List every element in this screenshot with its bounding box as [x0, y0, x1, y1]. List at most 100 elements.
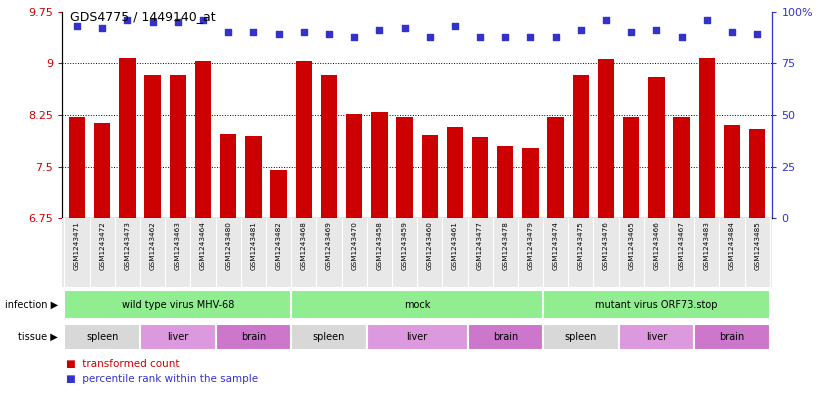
Text: GSM1243484: GSM1243484	[729, 222, 735, 270]
Text: GSM1243474: GSM1243474	[553, 222, 558, 270]
Bar	[64, 290, 292, 319]
Text: brain: brain	[240, 332, 266, 342]
Point	[574, 27, 587, 33]
Bar	[245, 136, 262, 218]
Bar	[292, 324, 367, 350]
Bar	[497, 146, 514, 218]
Point	[624, 29, 638, 36]
Point	[146, 19, 159, 25]
Bar	[220, 134, 236, 218]
Bar	[648, 77, 665, 218]
Bar	[522, 148, 539, 218]
Point	[247, 29, 260, 36]
Bar	[367, 324, 468, 350]
Bar	[543, 290, 770, 319]
Bar	[724, 125, 740, 218]
Point	[473, 33, 487, 40]
Text: mock: mock	[404, 299, 430, 310]
Bar	[447, 127, 463, 218]
Bar	[140, 324, 216, 350]
Text: GSM1243468: GSM1243468	[301, 222, 306, 270]
Point	[675, 33, 688, 40]
Text: mutant virus ORF73.stop: mutant virus ORF73.stop	[596, 299, 718, 310]
Bar	[270, 170, 287, 218]
Text: brain: brain	[492, 332, 518, 342]
Point	[650, 27, 663, 33]
Bar	[195, 61, 211, 218]
Bar	[69, 117, 85, 218]
Bar	[396, 117, 413, 218]
Text: GSM1243481: GSM1243481	[250, 222, 256, 270]
Bar	[296, 61, 312, 218]
Text: GSM1243461: GSM1243461	[452, 222, 458, 270]
Bar	[699, 58, 715, 218]
Text: GSM1243482: GSM1243482	[276, 222, 282, 270]
Point	[499, 33, 512, 40]
Point	[272, 31, 285, 38]
Text: GSM1243459: GSM1243459	[401, 222, 407, 270]
Point	[600, 17, 613, 23]
Bar	[468, 324, 543, 350]
Text: GSM1243470: GSM1243470	[351, 222, 357, 270]
Bar	[346, 114, 363, 218]
Text: GSM1243485: GSM1243485	[754, 222, 760, 270]
Text: GSM1243483: GSM1243483	[704, 222, 710, 270]
Text: GSM1243465: GSM1243465	[629, 222, 634, 270]
Text: GSM1243471: GSM1243471	[74, 222, 80, 270]
Bar	[320, 75, 337, 218]
Point	[751, 31, 764, 38]
Bar	[94, 123, 111, 218]
Text: liver: liver	[167, 332, 188, 342]
Text: GSM1243479: GSM1243479	[528, 222, 534, 270]
Bar	[548, 117, 564, 218]
Text: ■  percentile rank within the sample: ■ percentile rank within the sample	[66, 374, 259, 384]
Bar	[64, 324, 140, 350]
Text: spleen: spleen	[313, 332, 345, 342]
Point	[373, 27, 386, 33]
Text: GSM1243477: GSM1243477	[477, 222, 483, 270]
Text: wild type virus MHV-68: wild type virus MHV-68	[121, 299, 234, 310]
Text: tissue ▶: tissue ▶	[18, 332, 58, 342]
Point	[398, 25, 411, 31]
Text: GSM1243480: GSM1243480	[225, 222, 231, 270]
Text: GSM1243462: GSM1243462	[150, 222, 155, 270]
Text: spleen: spleen	[86, 332, 118, 342]
Bar	[119, 58, 135, 218]
Point	[449, 23, 462, 29]
Text: GSM1243472: GSM1243472	[99, 222, 105, 270]
Text: GSM1243478: GSM1243478	[502, 222, 508, 270]
Text: liver: liver	[646, 332, 667, 342]
Point	[348, 33, 361, 40]
Point	[297, 29, 311, 36]
Text: GSM1243467: GSM1243467	[679, 222, 685, 270]
Bar	[623, 117, 639, 218]
Point	[700, 17, 714, 23]
Bar	[292, 290, 543, 319]
Bar	[371, 112, 387, 218]
Text: ■  transformed count: ■ transformed count	[66, 358, 179, 369]
Point	[549, 33, 563, 40]
Bar	[421, 135, 438, 218]
Bar	[472, 137, 488, 218]
Bar	[749, 129, 766, 218]
Point	[171, 19, 184, 25]
Text: infection ▶: infection ▶	[5, 299, 58, 310]
Bar	[216, 324, 292, 350]
Text: spleen: spleen	[565, 332, 597, 342]
Point	[197, 17, 210, 23]
Bar	[145, 75, 161, 218]
Bar	[169, 75, 186, 218]
Text: GSM1243469: GSM1243469	[326, 222, 332, 270]
Text: GSM1243463: GSM1243463	[175, 222, 181, 270]
Point	[524, 33, 537, 40]
Point	[70, 23, 83, 29]
Text: GSM1243464: GSM1243464	[200, 222, 206, 270]
Text: GSM1243473: GSM1243473	[125, 222, 131, 270]
Text: GSM1243460: GSM1243460	[427, 222, 433, 270]
Point	[96, 25, 109, 31]
Point	[423, 33, 436, 40]
Point	[322, 31, 335, 38]
Point	[121, 17, 134, 23]
Bar	[598, 59, 615, 218]
Bar	[543, 324, 619, 350]
